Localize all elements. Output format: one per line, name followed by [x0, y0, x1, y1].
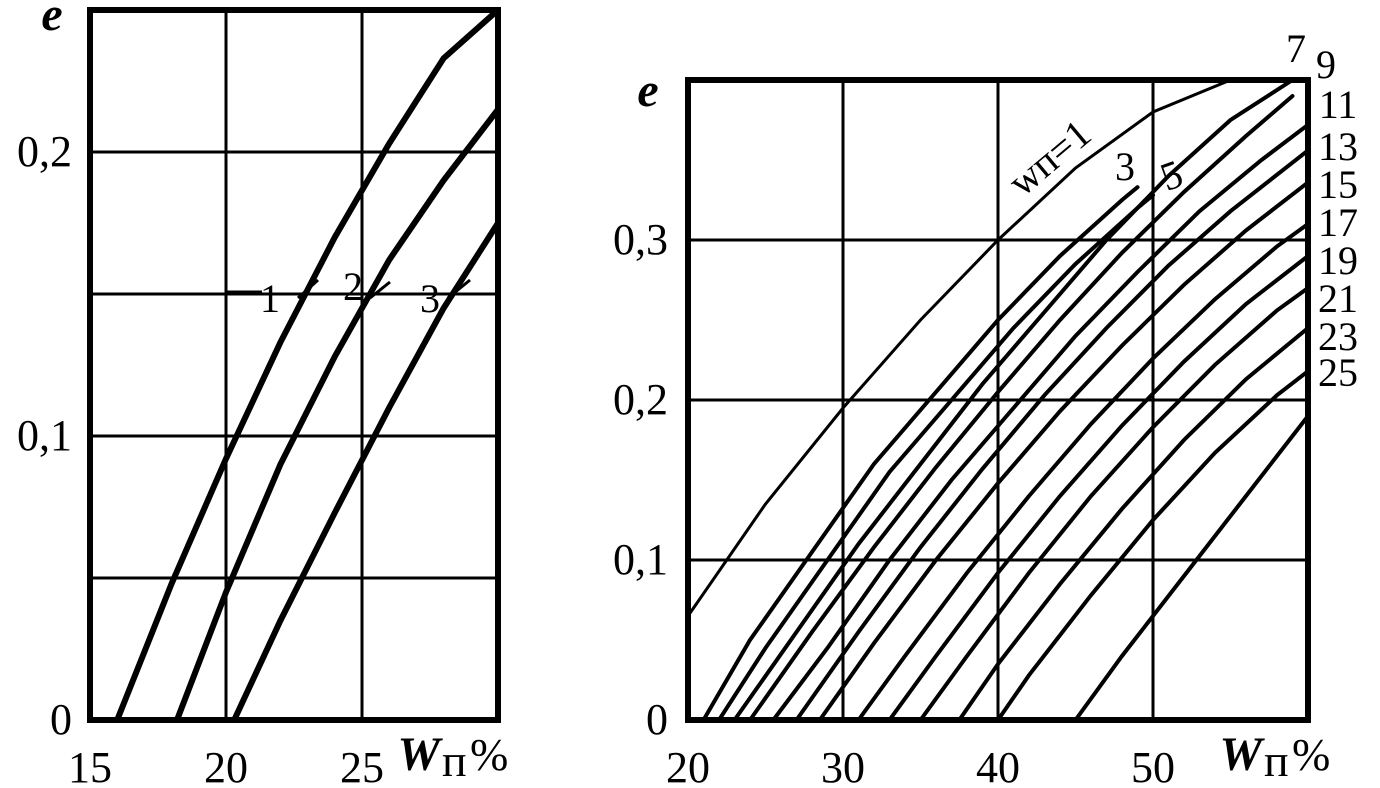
y-tick-label: 0: [50, 695, 72, 744]
series-label: 7: [1286, 26, 1306, 71]
x-tick-label: 15: [68, 743, 112, 788]
series-label: 23: [1318, 314, 1358, 359]
series-line: [996, 369, 1310, 722]
series-line: [918, 286, 1310, 722]
y-axis-label: e: [41, 0, 62, 41]
x-axis-label: W: [397, 728, 443, 781]
series-label: 19: [1318, 238, 1358, 283]
series-line: [114, 7, 501, 723]
series-label: 17: [1318, 200, 1358, 245]
series-label: 5: [1154, 151, 1188, 200]
x-tick-label: 20: [666, 743, 710, 788]
series-label: 25: [1318, 350, 1358, 395]
series-line: [701, 185, 1140, 722]
label-leader-line: [296, 278, 320, 300]
series-label: 1: [260, 276, 280, 321]
series-label: 21: [1318, 276, 1358, 321]
x-axis-label-subscript: п: [442, 735, 467, 786]
x-tick-label: 50: [1131, 743, 1175, 788]
series-label: 15: [1318, 162, 1358, 207]
plot-frame: [87, 7, 501, 723]
x-tick-label: 20: [204, 743, 248, 788]
left-chart: 15 20 25 0 0,1 0,2 e W п % 1 2 3: [17, 0, 508, 788]
y-axis-label: e: [637, 64, 658, 117]
series-line: [732, 78, 1295, 722]
label-leader-line: [447, 278, 471, 300]
y-tick-label: 0,3: [613, 215, 668, 264]
x-tick-label: 25: [340, 743, 384, 788]
label-leader-line: [369, 280, 391, 300]
y-tick-label: 0: [646, 695, 668, 744]
x-axis-unit: %: [1292, 729, 1330, 780]
series-line: [957, 326, 1310, 722]
series-line: [686, 78, 1279, 618]
series-line: [174, 106, 501, 723]
y-tick-label: 0,2: [17, 127, 72, 176]
series-line: [771, 122, 1310, 722]
x-tick-label: 40: [976, 743, 1020, 788]
x-axis-label-subscript: п: [1264, 735, 1289, 786]
x-tick-label: 30: [821, 743, 865, 788]
series-label: 3: [1115, 144, 1135, 189]
y-tick-label: 0,1: [613, 535, 668, 584]
x-axis-label: W: [1219, 728, 1265, 781]
y-tick-label: 0,2: [613, 375, 668, 424]
series-line: [817, 180, 1310, 722]
series-line: [856, 222, 1310, 722]
series-label: 11: [1319, 82, 1358, 127]
series-label: 3: [420, 276, 440, 321]
series-line: [748, 94, 1295, 722]
series-line: [794, 148, 1310, 722]
series-line: [1073, 414, 1310, 722]
series-label: 13: [1318, 124, 1358, 169]
series-label: 2: [343, 264, 363, 309]
x-axis-unit: %: [470, 729, 508, 780]
series-line: [887, 254, 1310, 722]
series-label: 9: [1316, 42, 1336, 87]
y-tick-label: 0,1: [17, 411, 72, 460]
series-line: [717, 193, 1155, 722]
